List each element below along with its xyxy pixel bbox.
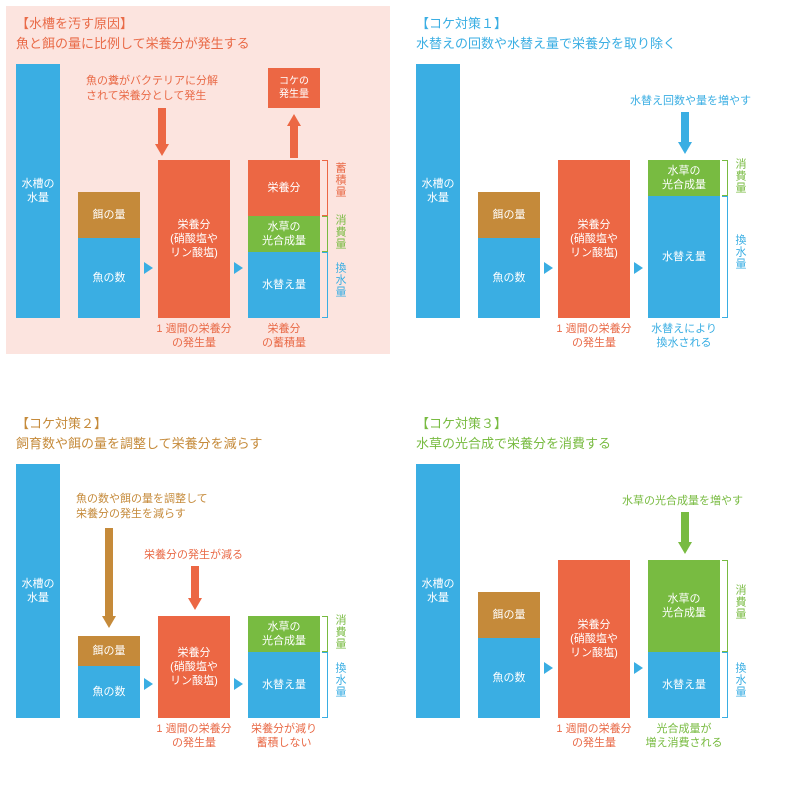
p2-tri-1 bbox=[544, 262, 553, 274]
p3-cap-stack: 栄養分が減り 蓄積しない bbox=[248, 722, 320, 751]
p3-bait-bar: 餌の量 bbox=[78, 636, 140, 666]
p3-tri-1 bbox=[144, 678, 153, 690]
p1-v-acc: 蓄積量 bbox=[332, 162, 348, 198]
p4-stack-photo: 水草の 光合成量 bbox=[648, 560, 720, 652]
p1-arrow-down bbox=[155, 108, 169, 144]
panel1-title-line2: 魚と餌の量に比例して栄養分が発生する bbox=[16, 34, 250, 54]
panel1-title: 【水槽を汚す原因】 魚と餌の量に比例して栄養分が発生する bbox=[16, 14, 250, 53]
p3-note1-b: 栄養分の発生を減らす bbox=[76, 507, 208, 522]
p4-v-cons: 消費量 bbox=[732, 584, 748, 620]
p1-brk-cons bbox=[322, 216, 328, 252]
panel-measure2: 【コケ対策２】 飼育数や餌の量を調整して栄養分を減らす 水槽の 水量 餌の量 魚… bbox=[0, 400, 400, 800]
p3-v-cons: 消費量 bbox=[332, 614, 348, 650]
p1-brk-acc bbox=[322, 160, 328, 216]
p3-arrow-down2 bbox=[188, 566, 202, 598]
panel3-title-line1: 【コケ対策２】 bbox=[16, 414, 262, 434]
p1-v-water: 換水量 bbox=[332, 262, 348, 298]
p1-v-cons: 消費量 bbox=[332, 214, 348, 250]
p1-note-a: 魚の糞がバクテリアに分解 bbox=[86, 74, 218, 89]
panel3-title: 【コケ対策２】 飼育数や餌の量を調整して栄養分を減らす bbox=[16, 414, 262, 453]
p4-v-water: 換水量 bbox=[732, 662, 748, 698]
p3-note2: 栄養分の発生が減る bbox=[144, 548, 243, 563]
p1-tank-bar: 水槽の 水量 bbox=[16, 64, 60, 318]
p3-brk-water bbox=[322, 652, 328, 718]
p4-tri-2 bbox=[634, 662, 643, 674]
p1-note: 魚の糞がバクテリアに分解 されて栄養分として発生 bbox=[86, 74, 218, 105]
p2-note: 水替え回数や量を増やす bbox=[630, 94, 751, 109]
p1-nutri-bar: 栄養分 (硝酸塩や リン酸塩) bbox=[158, 160, 230, 318]
p1-note-b: されて栄養分として発生 bbox=[86, 89, 218, 104]
panel-cause: 【水槽を汚す原因】 魚と餌の量に比例して栄養分が発生する 水槽の 水量 餌の量 … bbox=[0, 0, 400, 400]
p4-tri-1 bbox=[544, 662, 553, 674]
p4-brk-water bbox=[722, 652, 728, 718]
p2-nutri-bar: 栄養分 (硝酸塩や リン酸塩) bbox=[558, 160, 630, 318]
p1-algae-box: コケの 発生量 bbox=[268, 68, 320, 108]
p4-note: 水草の光合成量を増やす bbox=[622, 494, 743, 509]
panel4-title-line2: 水草の光合成で栄養分を消費する bbox=[416, 434, 611, 454]
p4-nutri-bar: 栄養分 (硝酸塩や リン酸塩) bbox=[558, 560, 630, 718]
p4-arrow-down bbox=[678, 512, 692, 542]
panel1-title-line1: 【水槽を汚す原因】 bbox=[16, 14, 250, 34]
p2-cap-stack: 水替えにより 換水される bbox=[648, 322, 720, 351]
p4-fish-bar: 魚の数 bbox=[478, 638, 540, 718]
p4-tank-bar: 水槽の 水量 bbox=[416, 464, 460, 718]
p3-arrow-down1 bbox=[102, 528, 116, 616]
p1-cap-stack: 栄養分 の蓄積量 bbox=[248, 322, 320, 351]
p2-v-water: 換水量 bbox=[732, 234, 748, 270]
p3-note1-a: 魚の数や餌の量を調整して bbox=[76, 492, 208, 507]
p2-tri-2 bbox=[634, 262, 643, 274]
p1-tri-1 bbox=[144, 262, 153, 274]
panel4-title-line1: 【コケ対策３】 bbox=[416, 414, 611, 434]
p3-fish-bar: 魚の数 bbox=[78, 666, 140, 718]
p1-brk-water bbox=[322, 252, 328, 318]
p4-stack-water: 水替え量 bbox=[648, 652, 720, 718]
p4-brk-cons bbox=[722, 560, 728, 652]
p4-cap-stack: 光合成量が 増え消費される bbox=[644, 722, 724, 751]
p4-bait-bar: 餌の量 bbox=[478, 592, 540, 638]
p2-v-cons: 消費量 bbox=[732, 158, 748, 194]
p1-stack-photo: 水草の 光合成量 bbox=[248, 216, 320, 252]
p4-cap-nutri: 1 週間の栄養分 の発生量 bbox=[552, 722, 636, 751]
panel2-title-line1: 【コケ対策１】 bbox=[416, 14, 676, 34]
p3-brk-cons bbox=[322, 616, 328, 652]
p3-nutri-bar: 栄養分 (硝酸塩や リン酸塩) bbox=[158, 616, 230, 718]
p3-stack-water: 水替え量 bbox=[248, 652, 320, 718]
p1-arrow-up bbox=[287, 114, 301, 146]
panel3-title-line2: 飼育数や餌の量を調整して栄養分を減らす bbox=[16, 434, 262, 454]
p1-stack-water: 水替え量 bbox=[248, 252, 320, 318]
p3-v-water: 換水量 bbox=[332, 662, 348, 698]
p1-cap-nutri: 1 週間の栄養分 の発生量 bbox=[152, 322, 236, 351]
panel-measure3: 【コケ対策３】 水草の光合成で栄養分を消費する 水槽の 水量 餌の量 魚の数 栄… bbox=[400, 400, 800, 800]
panel2-title: 【コケ対策１】 水替えの回数や水替え量で栄養分を取り除く bbox=[416, 14, 676, 53]
p3-tank-bar: 水槽の 水量 bbox=[16, 464, 60, 718]
p1-bait-bar: 餌の量 bbox=[78, 192, 140, 238]
p3-tri-2 bbox=[234, 678, 243, 690]
p2-brk-cons bbox=[722, 160, 728, 196]
p1-fish-bar: 魚の数 bbox=[78, 238, 140, 318]
p2-bait-bar: 餌の量 bbox=[478, 192, 540, 238]
p2-stack-photo: 水草の 光合成量 bbox=[648, 160, 720, 196]
p1-stack-nutri: 栄養分 bbox=[248, 160, 320, 216]
p3-note1: 魚の数や餌の量を調整して 栄養分の発生を減らす bbox=[76, 492, 208, 523]
panel-measure1: 【コケ対策１】 水替えの回数や水替え量で栄養分を取り除く 水槽の 水量 餌の量 … bbox=[400, 0, 800, 400]
p2-brk-water bbox=[722, 196, 728, 318]
p2-stack-water: 水替え量 bbox=[648, 196, 720, 318]
p3-cap-nutri: 1 週間の栄養分 の発生量 bbox=[152, 722, 236, 751]
p2-cap-nutri: 1 週間の栄養分 の発生量 bbox=[552, 322, 636, 351]
panel4-title: 【コケ対策３】 水草の光合成で栄養分を消費する bbox=[416, 414, 611, 453]
p2-fish-bar: 魚の数 bbox=[478, 238, 540, 318]
p2-tank-bar: 水槽の 水量 bbox=[416, 64, 460, 318]
panel2-title-line2: 水替えの回数や水替え量で栄養分を取り除く bbox=[416, 34, 676, 54]
p2-arrow-down bbox=[678, 112, 692, 142]
p3-stack-photo: 水草の 光合成量 bbox=[248, 616, 320, 652]
p1-tri-2 bbox=[234, 262, 243, 274]
